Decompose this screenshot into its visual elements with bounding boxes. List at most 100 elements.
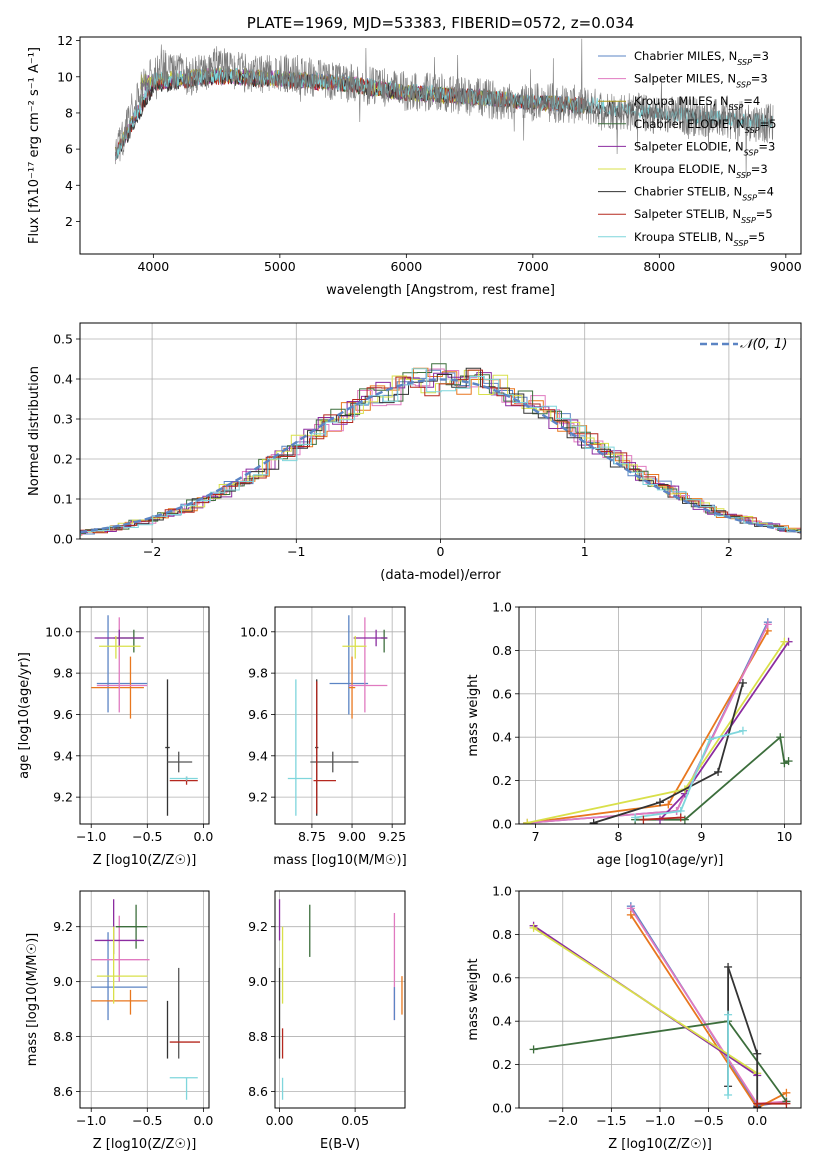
x-tick-label: 0 [437,544,445,559]
residual-xlabel: (data-model)/error [380,568,501,583]
plus-marker [714,767,723,776]
y-tick-label: 12 [57,33,73,48]
x-tick-label: 0.0 [193,829,213,844]
plus-marker [724,1010,733,1019]
legend-label: Kroupa ELODIE, NSSP=3 [634,162,768,180]
age-vs-mass-xlabel: mass [log10(M/M☉)] [273,853,406,868]
plus-marker [626,910,635,919]
errorbar-point [115,904,148,949]
legend-label: Chabrier MILES, NSSP=3 [634,49,769,67]
plus-marker [784,757,793,766]
errorbar-point [353,629,388,647]
legend-label: Kroupa STELIB, NSSP=5 [634,230,765,248]
errorbar-point [342,635,367,659]
weight-vs-age-frame [518,606,802,825]
residual-histogram [80,363,801,534]
y-tick-label: 8 [65,105,73,120]
y-tick-label: 0.3 [53,412,73,427]
x-tick-label: 9.00 [338,829,366,844]
legend-label: 𝒩(0, 1) [740,337,787,352]
x-tick-label: 8.75 [298,829,326,844]
y-tick-label: 0.4 [492,730,512,745]
y-tick-label: 0.4 [53,372,73,387]
x-tick-label: 0.0 [747,1113,767,1128]
legend-label: Chabrier STELIB, NSSP=4 [634,185,774,203]
y-tick-label: 9.2 [248,919,268,934]
weight-line [634,729,744,819]
weight-line [643,816,681,821]
x-tick-label: 2 [725,544,733,559]
x-tick-label: 9000 [770,259,802,274]
mass-vs-Z-frame [79,890,210,1109]
plus-marker [782,1088,791,1097]
plus-marker [589,818,598,824]
errorbar-point [96,615,148,713]
y-tick-label: 0.1 [53,492,73,507]
spectrum-axes: 4000 5000 6000 7000 8000 9000 2 4 6 8 10 12 [57,33,802,274]
plus-marker [763,620,772,629]
spectrum-lines [114,38,774,176]
plus-marker [705,735,714,744]
y-tick-label: 4 [65,178,73,193]
mass-vs-EBV-frame [274,890,406,1109]
weight-line [630,914,787,1108]
errorbar-point [169,1077,198,1100]
residual-histogram [80,368,801,537]
x-tick-label: −2 [143,544,161,559]
age-vs-Z-frame [79,606,210,825]
mass-vs-Z-ylabel: mass [log10(M/M☉)] [25,933,40,1066]
y-tick-label: 9.2 [53,919,73,934]
x-tick-label: 0.0 [193,1113,213,1128]
y-tick-label: 8.6 [248,1084,268,1099]
age-vs-mass-frame [274,606,406,825]
y-tick-label: 0.2 [492,1057,512,1072]
residuals-axes: −2 −1 0 1 2 0.0 0.1 0.2 0.3 0.4 0.5 [53,323,801,559]
plus-marker [523,818,532,824]
y-tick-label: 0.0 [53,532,73,547]
x-tick-label: 4000 [137,259,169,274]
weight-vs-age-lines [523,618,793,824]
x-tick-label: 9 [697,829,705,844]
errorbar-point [287,679,312,816]
plus-marker [639,815,648,824]
x-tick-label: −1 [287,544,305,559]
x-tick-label: −1.5 [596,1113,626,1128]
plus-marker [753,1099,762,1108]
weight-vs-Z-axes: −2.0 −1.5 −1.0 −0.5 0.0 0.0 0.2 0.4 0.6 0.8 1.0 [492,884,801,1128]
x-tick-label: 1 [581,544,589,559]
x-tick-label: −0.5 [693,1113,723,1128]
y-tick-label: 0.4 [492,1014,512,1029]
y-tick-label: 9.2 [248,790,268,805]
y-tick-label: 9.8 [53,666,73,681]
y-tick-label: 10 [57,69,73,84]
age-vs-Z-points [91,615,198,816]
y-tick-label: 0.2 [492,773,512,788]
x-tick-label: −0.5 [132,829,162,844]
plus-marker [780,637,789,646]
y-tick-label: 10.0 [240,624,268,639]
plus-marker [676,813,685,822]
x-tick-label: 6000 [390,259,422,274]
errorbar-point [91,989,148,1015]
errorbar-point [348,617,388,713]
mass-vs-Z-xlabel: Z [log10(Z/Z☉)] [93,1137,197,1152]
errorbar-point [113,629,143,653]
plus-marker [529,923,538,932]
plus-marker [782,1099,791,1108]
legend-label: Salpeter STELIB, NSSP=5 [634,207,773,225]
mass-vs-Z-points [91,899,201,1100]
y-tick-label: 1.0 [492,600,512,615]
weight-line [593,682,744,824]
y-tick-label: 10.0 [45,624,73,639]
x-tick-label: 5000 [264,259,296,274]
errorbar-point [167,751,193,773]
y-tick-label: 0.6 [492,970,512,985]
y-tick-label: 8.8 [248,1029,268,1044]
y-tick-label: 9.8 [248,666,268,681]
y-tick-label: 0.0 [492,817,512,832]
legend-label: Salpeter ELODIE, NSSP=3 [634,139,775,157]
errorbar-point [329,615,369,715]
x-tick-label: 0.00 [266,1113,294,1128]
residual-hists [80,363,801,537]
spectrum-title: PLATE=1969, MJD=53383, FIBERID=0572, z=0… [247,14,634,32]
